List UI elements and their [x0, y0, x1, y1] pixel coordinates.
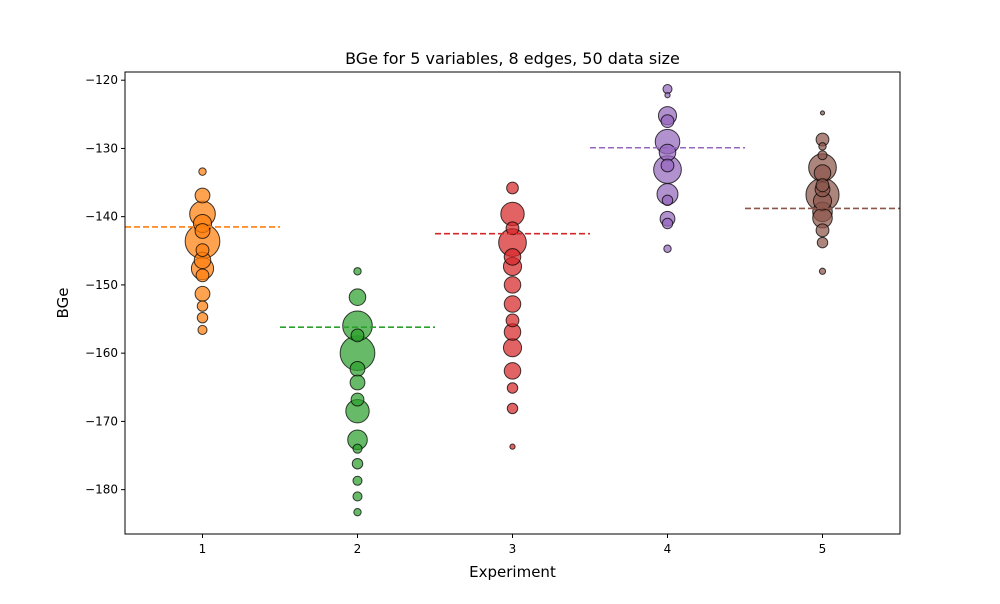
data-point: [818, 142, 827, 151]
data-point: [502, 338, 523, 358]
data-point: [660, 158, 675, 173]
series-experiment-2: [339, 267, 376, 517]
mean-lines: [125, 146, 900, 329]
x-tick-label: 5: [819, 542, 827, 556]
data-point: [505, 221, 520, 236]
data-point: [816, 236, 829, 249]
data-point: [506, 402, 519, 415]
x-tick-label: 1: [199, 542, 207, 556]
x-axis-ticks: 1 2 3 4 5: [199, 534, 827, 556]
data-point: [353, 267, 362, 276]
data-point: [818, 267, 827, 275]
data-point: [503, 248, 522, 266]
data-point: [195, 243, 210, 258]
y-tick-label: −180: [85, 483, 118, 497]
series-experiment-5: [805, 110, 840, 275]
data-point: [658, 143, 677, 162]
data-point: [351, 457, 364, 470]
data-point: [353, 507, 362, 517]
data-point: [350, 328, 365, 343]
data-point: [197, 324, 208, 335]
x-axis-label: Experiment: [469, 563, 556, 581]
series-experiment-3: [498, 181, 527, 450]
y-tick-label: −140: [85, 210, 118, 224]
data-point: [196, 311, 209, 324]
data-point: [352, 491, 363, 502]
data-point: [348, 288, 367, 306]
data-point: [350, 392, 365, 407]
y-tick-label: −160: [85, 346, 118, 360]
data-point: [503, 276, 522, 294]
x-tick-label: 4: [664, 542, 672, 556]
data-point: [819, 110, 826, 116]
data-point: [664, 92, 671, 99]
data-point: [815, 178, 830, 193]
data-point: [194, 187, 211, 204]
chart-marks: [184, 84, 840, 517]
data-point: [506, 181, 519, 195]
data-point: [503, 362, 522, 380]
chart-title: BGe for 5 variables, 8 edges, 50 data si…: [345, 49, 680, 68]
y-axis-ticks: −180 −170 −160 −150 −140 −130 −120: [85, 73, 125, 497]
y-axis-label: BGe: [54, 288, 72, 319]
data-point: [509, 443, 516, 450]
data-point: [661, 194, 674, 207]
data-point: [817, 150, 828, 161]
data-point: [198, 167, 207, 176]
y-tick-label: −170: [85, 414, 118, 428]
data-point: [352, 475, 363, 486]
data-point: [663, 244, 672, 253]
data-point: [196, 300, 209, 312]
data-point: [349, 374, 366, 391]
data-point: [194, 223, 211, 239]
data-point: [194, 285, 211, 302]
data-point: [503, 295, 522, 313]
data-point: [661, 217, 674, 230]
x-tick-label: 2: [354, 542, 362, 556]
data-point: [506, 382, 519, 394]
data-point: [815, 223, 830, 238]
data-point: [505, 313, 520, 328]
data-point: [660, 114, 675, 129]
data-point: [349, 360, 366, 377]
x-tick-label: 3: [509, 542, 517, 556]
y-tick-label: −120: [85, 73, 118, 87]
y-tick-label: −150: [85, 278, 118, 292]
data-point: [195, 268, 210, 283]
y-tick-label: −130: [85, 141, 118, 155]
data-point: [352, 443, 363, 454]
